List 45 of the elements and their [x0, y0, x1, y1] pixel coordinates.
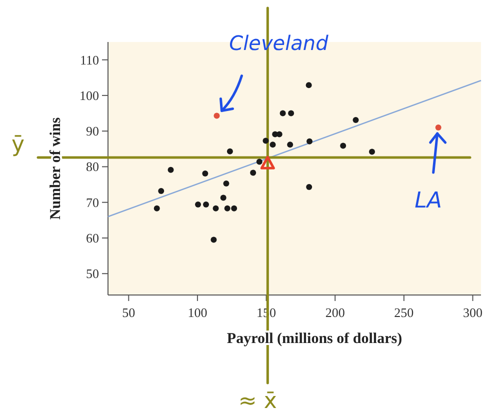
- point: [214, 112, 220, 119]
- point: [224, 205, 230, 212]
- point: [306, 184, 312, 190]
- point: [212, 205, 219, 212]
- point: [280, 110, 286, 116]
- point: [202, 170, 208, 176]
- x-tick-label: 50: [122, 305, 136, 320]
- annotation: LA: [414, 188, 442, 214]
- point: [306, 82, 312, 88]
- y-tick-label: 110: [80, 52, 99, 68]
- point: [352, 117, 359, 124]
- x-tick-label: 200: [325, 305, 345, 320]
- point: [368, 148, 375, 155]
- point: [256, 158, 262, 165]
- point: [288, 110, 294, 116]
- point: [306, 138, 313, 144]
- point: [210, 236, 217, 243]
- y-tick-label: 80: [86, 159, 99, 174]
- point: [435, 124, 442, 131]
- point: [270, 142, 276, 148]
- y-tick-label: 70: [86, 194, 99, 210]
- point: [168, 166, 174, 173]
- point: [250, 170, 256, 176]
- y-tick-label: 90: [86, 124, 99, 139]
- point: [154, 205, 160, 212]
- y-tick-label: 50: [86, 266, 99, 282]
- point: [231, 205, 238, 212]
- x-tick-label: 300: [462, 305, 482, 320]
- point: [287, 142, 294, 148]
- point: [220, 194, 226, 201]
- point: [195, 201, 202, 208]
- point: [223, 180, 230, 186]
- point: [340, 142, 346, 149]
- y-axis-title: Number of wins: [48, 117, 64, 220]
- ref-line-label: ȳ: [11, 132, 25, 158]
- y-tick-label: 100: [80, 88, 99, 103]
- point: [260, 156, 275, 170]
- y-tick-label: 60: [86, 230, 99, 246]
- x-tick-label: 250: [394, 305, 414, 320]
- point: [226, 148, 233, 154]
- point: [158, 188, 164, 194]
- x-tick-label: 100: [188, 305, 208, 320]
- point: [262, 138, 269, 144]
- ref-line-label: ≈ x̄: [238, 389, 277, 414]
- point: [203, 201, 209, 208]
